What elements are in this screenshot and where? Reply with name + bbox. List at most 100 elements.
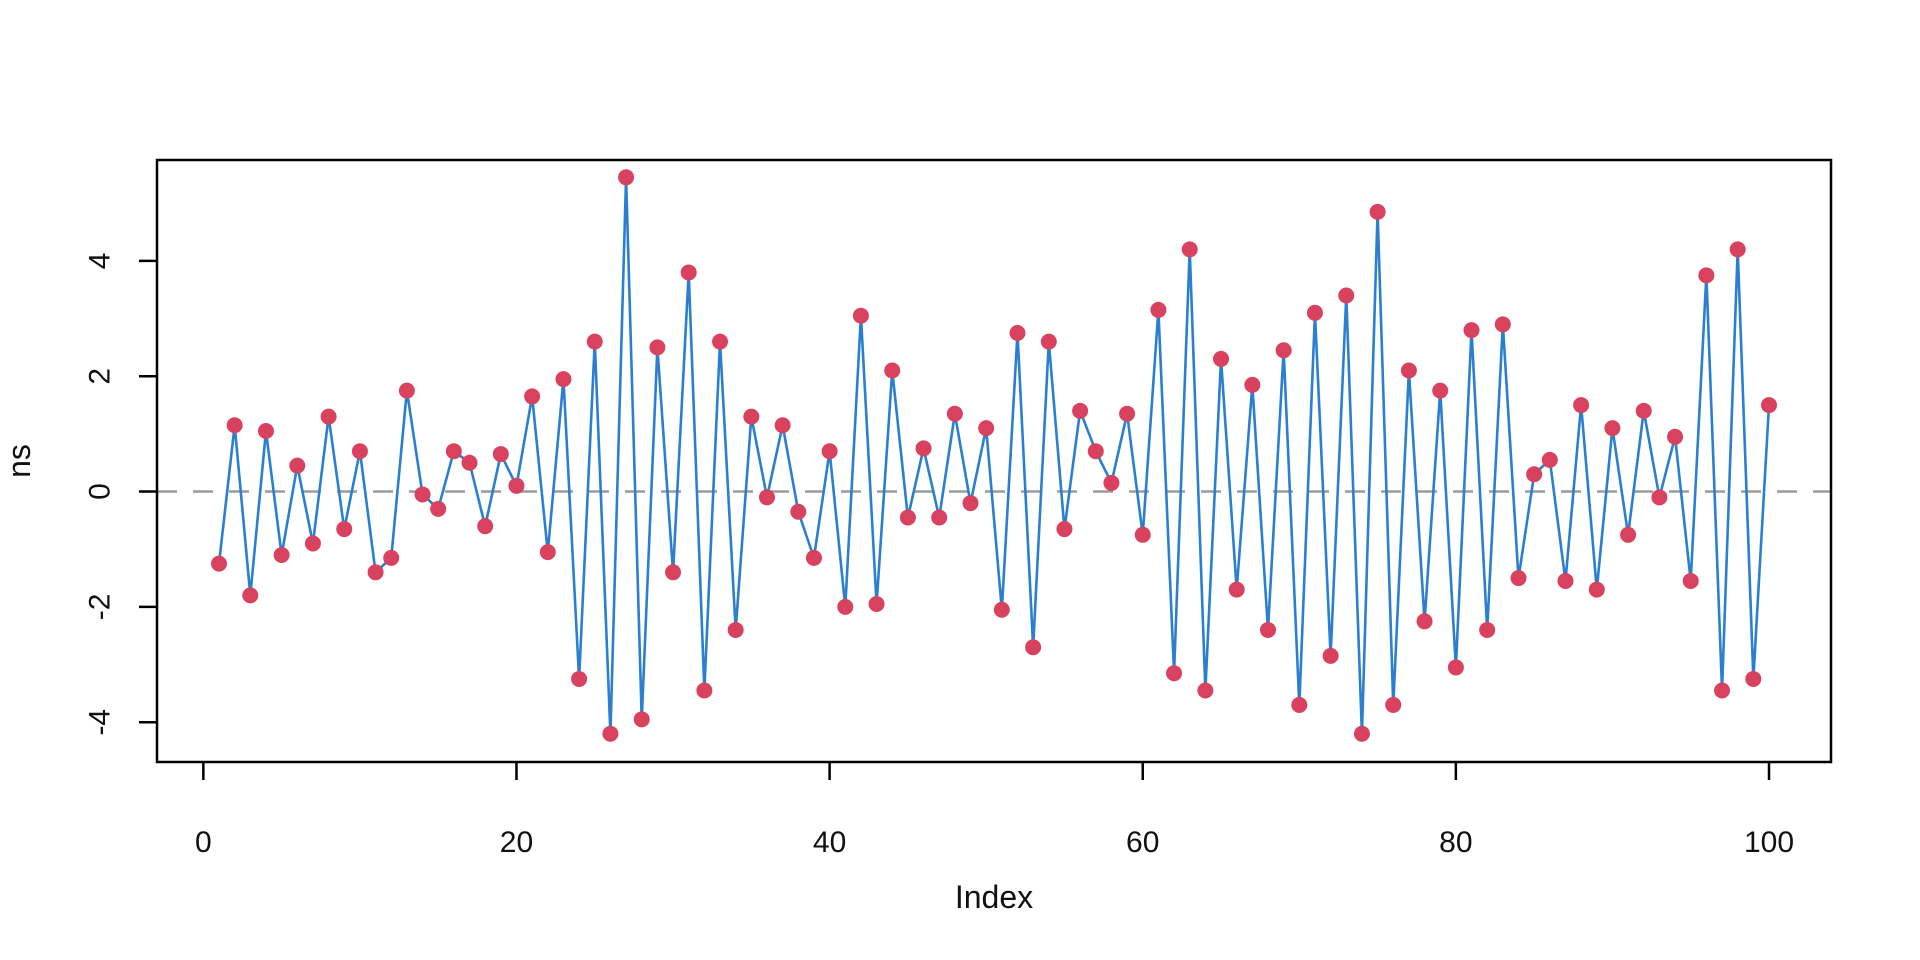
- data-point: [1714, 682, 1731, 699]
- data-point: [1604, 420, 1621, 437]
- data-point: [1510, 570, 1527, 587]
- x-tick-label: 80: [1439, 826, 1472, 859]
- data-point: [1009, 324, 1026, 341]
- data-point: [1369, 203, 1386, 220]
- data-point: [304, 535, 321, 552]
- data-point: [1698, 267, 1715, 284]
- series-line: [217, 175, 1771, 736]
- y-tick-label: 2: [84, 368, 117, 385]
- data-point: [1432, 382, 1449, 399]
- data-point: [602, 725, 619, 742]
- data-point: [633, 711, 650, 728]
- data-point: [367, 564, 384, 581]
- x-tick-label: 60: [1126, 826, 1159, 859]
- x-axis-title: Index: [955, 879, 1033, 915]
- data-point: [696, 682, 713, 699]
- x-tick-label: 20: [500, 826, 533, 859]
- data-point: [461, 454, 478, 471]
- y-tick-label: 0: [84, 483, 117, 500]
- data-point: [1338, 287, 1355, 304]
- data-point: [1416, 613, 1433, 630]
- y-tick-label: -4: [84, 709, 117, 736]
- data-point: [1541, 451, 1558, 468]
- data-point: [492, 446, 509, 463]
- data-point: [1040, 333, 1057, 350]
- data-point: [477, 518, 494, 535]
- data-point: [1479, 621, 1496, 638]
- data-point: [1494, 316, 1511, 333]
- data-point: [226, 417, 243, 434]
- data-point: [774, 417, 791, 434]
- data-point: [211, 555, 227, 572]
- data-point: [1729, 241, 1746, 258]
- data-point: [868, 596, 885, 613]
- data-point: [1134, 526, 1151, 543]
- data-point: [1463, 322, 1480, 339]
- data-point: [351, 443, 368, 460]
- data-point: [1651, 489, 1668, 506]
- data-point: [1761, 397, 1777, 414]
- data-point: [962, 495, 979, 512]
- data-point: [1150, 301, 1167, 318]
- data-point: [727, 621, 744, 638]
- data-point: [852, 307, 869, 324]
- x-tick-label: 40: [813, 826, 846, 859]
- data-point: [1056, 521, 1073, 538]
- y-axis-title: ns: [1, 444, 37, 478]
- data-point: [931, 509, 948, 526]
- data-point: [790, 503, 807, 520]
- data-point: [289, 457, 306, 474]
- data-point: [978, 420, 995, 437]
- data-point: [586, 333, 603, 350]
- plot-area-border: [155, 158, 1833, 764]
- data-point: [524, 388, 541, 405]
- data-point: [946, 405, 963, 422]
- data-point: [508, 477, 525, 494]
- data-point: [320, 408, 337, 425]
- data-point: [539, 544, 556, 561]
- y-tick-label: 4: [84, 253, 117, 270]
- data-point: [758, 489, 775, 506]
- data-point: [1291, 696, 1308, 713]
- data-point: [1228, 581, 1245, 598]
- data-point: [1181, 241, 1198, 258]
- data-point: [618, 169, 635, 186]
- data-point: [1244, 376, 1261, 393]
- data-point: [680, 264, 697, 281]
- data-point: [414, 486, 431, 503]
- data-point: [398, 382, 415, 399]
- data-point: [1306, 304, 1323, 321]
- data-point: [1667, 428, 1684, 445]
- data-point: [1025, 639, 1042, 656]
- data-point: [649, 339, 666, 356]
- data-point: [1322, 647, 1339, 664]
- data-point: [1745, 670, 1762, 687]
- data-point: [257, 423, 274, 440]
- data-point: [383, 549, 400, 566]
- data-point: [915, 440, 932, 457]
- y-tick-label: -2: [84, 594, 117, 621]
- data-point: [805, 549, 822, 566]
- data-point: [884, 362, 901, 379]
- data-point: [1620, 526, 1637, 543]
- data-point: [430, 500, 447, 517]
- x-tick-label: 0: [195, 826, 212, 859]
- data-point: [1682, 572, 1699, 589]
- data-point: [712, 333, 729, 350]
- data-point: [445, 443, 462, 460]
- data-point: [1353, 725, 1370, 742]
- data-point: [743, 408, 760, 425]
- data-point: [1197, 682, 1214, 699]
- data-point: [1119, 405, 1136, 422]
- data-point: [1635, 402, 1652, 419]
- data-point: [1385, 696, 1402, 713]
- data-point: [837, 598, 854, 615]
- data-point: [571, 670, 588, 687]
- data-point: [1213, 350, 1230, 367]
- data-point: [1103, 474, 1120, 491]
- data-point: [1072, 402, 1089, 419]
- data-point: [993, 601, 1010, 618]
- data-point: [1557, 572, 1574, 589]
